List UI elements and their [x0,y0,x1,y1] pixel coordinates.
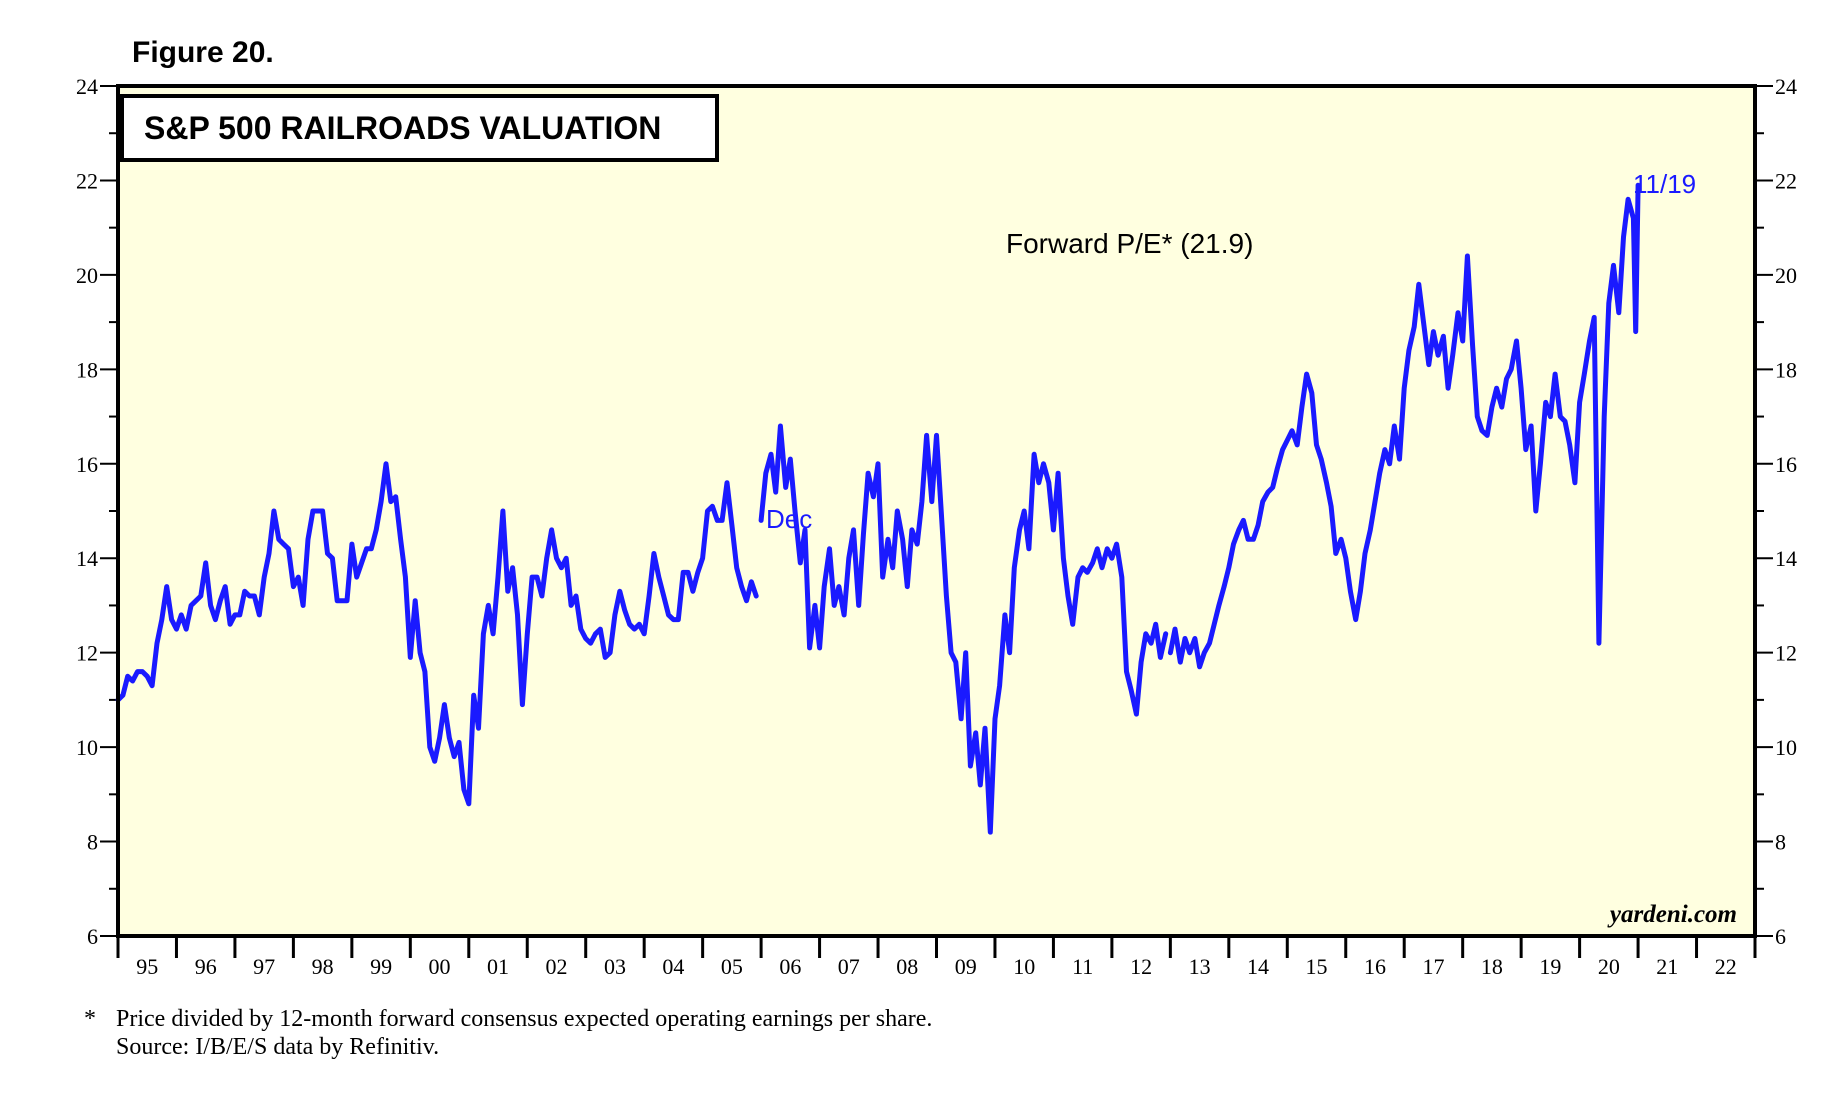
y-tick-label-left: 24 [76,74,98,99]
x-tick-label: 03 [604,954,626,979]
y-tick-label-left: 12 [76,641,98,666]
y-tick-label-right: 8 [1775,830,1786,855]
chart-title: S&P 500 RAILROADS VALUATION [144,110,661,146]
y-tick-label-left: 16 [76,452,98,477]
series-line-2006-2012 [758,423,1169,835]
plot-background [118,86,1755,936]
y-tick-label-right: 16 [1775,452,1797,477]
dec-marker-label: Dec [766,504,812,534]
latest-date-label: 11/19 [1633,169,1696,199]
title-box [120,94,719,162]
y-tick-label-left: 22 [76,168,98,193]
x-tick-label: 12 [1130,954,1152,979]
y-tick-label-right: 18 [1775,357,1797,382]
x-tick-label: 05 [721,954,743,979]
footnote-definition: Price divided by 12-month forward consen… [116,1006,932,1032]
x-tick-label: 08 [896,954,918,979]
left-y-axis: 6 8 10 12 14 16 18 20 22 24 [76,74,118,949]
footnote-marker: * [84,1006,96,1032]
x-tick-label: 97 [253,954,275,979]
x-tick-label: 22 [1715,954,1737,979]
x-tick-label: 14 [1247,954,1269,979]
x-tick-label: 99 [370,954,392,979]
y-tick-label-right: 24 [1775,74,1797,99]
x-tick-label: 18 [1481,954,1503,979]
x-tick-label: 96 [195,954,217,979]
x-tick-label: 01 [487,954,509,979]
x-tick-label: 13 [1189,954,1211,979]
series-annotation: Forward P/E* (21.9) [1006,228,1253,259]
series-line-1995-2005 [115,461,759,807]
x-tick-label: 06 [779,954,801,979]
y-tick-label-left: 20 [76,263,98,288]
footnote-source: Source: I/B/E/S data by Refinitiv. [116,1034,439,1060]
x-tick-label: 21 [1656,954,1678,979]
x-tick-label: 98 [312,954,334,979]
y-tick-label-left: 14 [76,546,98,571]
source-credit: yardeni.com [1607,901,1737,928]
x-tick-label: 09 [955,954,977,979]
x-tick-label: 11 [1072,954,1093,979]
x-tick-label: 15 [1306,954,1328,979]
plot-frame [116,84,1757,938]
y-tick-label-left: 8 [87,830,98,855]
y-tick-label-left: 6 [87,924,98,949]
x-tick-label: 17 [1422,954,1444,979]
x-tick-label: 20 [1598,954,1620,979]
x-tick-label: 00 [429,954,451,979]
x-tick-label: 95 [136,954,158,979]
y-tick-label-right: 12 [1775,641,1797,666]
x-tick-label: 02 [545,954,567,979]
x-tick-label: 04 [662,954,684,979]
x-tick-label: 07 [838,954,860,979]
x-tick-label: 16 [1364,954,1386,979]
y-tick-label-right: 22 [1775,168,1797,193]
y-tick-label-right: 14 [1775,546,1797,571]
x-tick-label: 19 [1539,954,1561,979]
y-tick-label-right: 6 [1775,924,1786,949]
y-tick-label-right: 10 [1775,735,1797,760]
y-tick-label-left: 10 [76,735,98,760]
x-tick-label: 10 [1013,954,1035,979]
right-y-axis: 6 8 10 12 14 16 18 20 22 24 [1755,74,1797,949]
y-tick-label-right: 20 [1775,263,1797,288]
figure-label: Figure 20. [132,36,274,69]
series-line-2013-2020 [1167,182,1641,670]
y-tick-label-left: 18 [76,357,98,382]
x-axis: 95 96 97 98 99 00 01 02 03 04 05 06 07 08 09 10 11 12 13 14… [116,936,1757,979]
